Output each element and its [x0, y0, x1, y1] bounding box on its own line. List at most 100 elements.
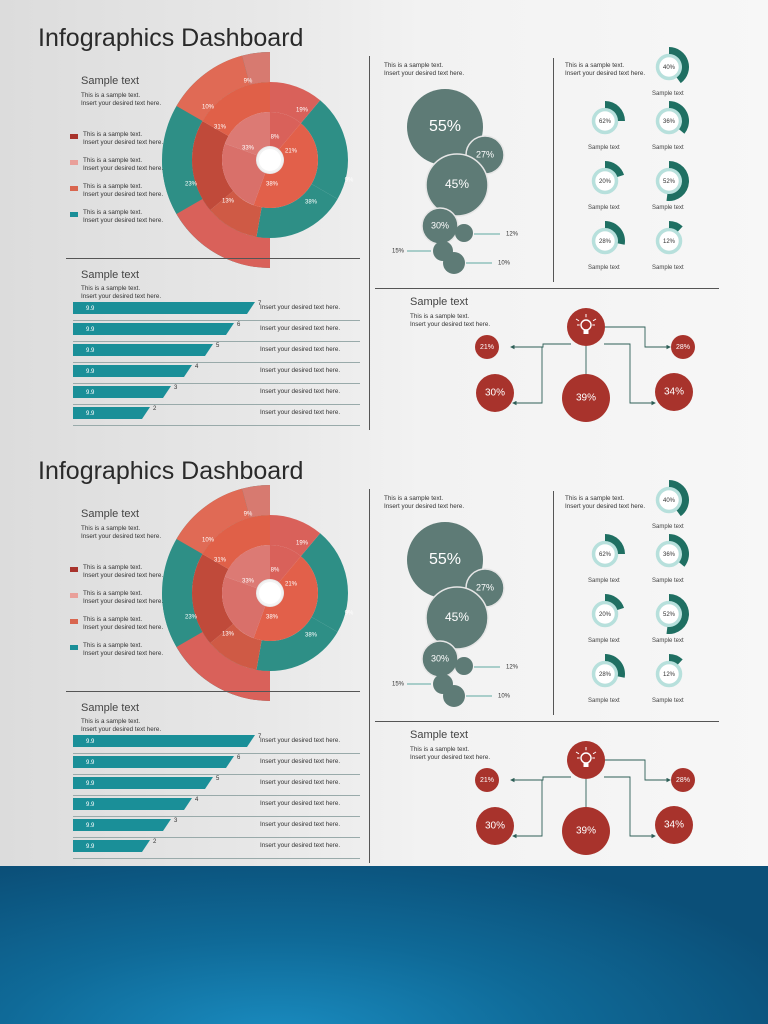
mini-donut-track: [591, 660, 619, 688]
lightbulb-icon: [575, 314, 597, 334]
flow-connector: [510, 776, 571, 783]
flow-description: This is a sample text. Insert your desir…: [410, 313, 491, 329]
mini-donut-track: [591, 167, 619, 195]
bar-number: 7: [258, 301, 262, 307]
donut-center-hole: [257, 147, 283, 173]
donut-label: 10%: [202, 538, 215, 544]
bar-row: 9.9 5 Insert your desired text here.: [73, 342, 363, 363]
donut-label: 8%: [271, 568, 280, 574]
bar-shape: [73, 302, 255, 314]
bar-underline: [73, 425, 360, 426]
mini-donut-center: [595, 604, 615, 624]
bar: [73, 777, 213, 789]
bar-row: 9.9 3 Insert your desired text here.: [73, 384, 363, 405]
dashboard-slide: Infographics Dashboard Sample text This …: [0, 0, 768, 433]
bar: [73, 344, 213, 356]
page-title: Infographics Dashboard: [38, 24, 304, 52]
mini-donut-fill: [669, 654, 683, 665]
flow-node-label: 34%: [664, 387, 684, 398]
mini-donut-center: [659, 604, 679, 624]
bar-value: 9.9: [86, 327, 95, 333]
bar-value: 9.9: [86, 369, 95, 375]
donut-mid-segment: [300, 533, 348, 632]
mini-donut-label: Sample text: [652, 524, 684, 530]
donut-label: 21%: [285, 149, 298, 155]
bar-number: 4: [195, 797, 199, 803]
donut-mid-segment: [270, 82, 321, 124]
donut-mid-segment: [202, 82, 270, 136]
donut-outer-segment: [176, 632, 270, 701]
mini-donut-center: [659, 171, 679, 191]
bar-shape: [73, 819, 171, 831]
page-title: Infographics Dashboard: [38, 457, 304, 485]
bar-row: 9.9 6 Insert your desired text here.: [73, 754, 363, 775]
donut-label: 38%: [305, 200, 318, 206]
donut-description: This is a sample text. Insert your desir…: [81, 525, 162, 541]
bubbles-description: This is a sample text. Insert your desir…: [384, 495, 465, 511]
donut-label: 23%: [185, 615, 198, 621]
legend-text: This is a sample text. Insert your desir…: [83, 183, 164, 199]
donut-description: This is a sample text. Insert your desir…: [81, 92, 162, 108]
mini-donut-value: 28%: [599, 239, 612, 245]
mini-donut-track: [655, 600, 683, 628]
bar-value: 9.9: [86, 844, 95, 850]
mini-donut-label: Sample text: [588, 638, 620, 644]
donut-label: 19%: [296, 541, 309, 547]
mini-donut-fill: [669, 480, 689, 517]
mini-donut-value: 20%: [599, 612, 612, 618]
bar-underline: [73, 774, 360, 775]
legend-text: This is a sample text. Insert your desir…: [83, 590, 164, 606]
bars-description: This is a sample text. Insert your desir…: [81, 718, 162, 734]
mini-donut-label: Sample text: [588, 578, 620, 584]
flow-connector: [604, 326, 671, 350]
bar-row: 9.9 7 Insert your desired text here.: [73, 300, 363, 321]
donut-mid-segment: [202, 515, 270, 569]
dashboard-slide: Infographics Dashboard Sample text This …: [0, 433, 768, 866]
bar-text: Insert your desired text here.: [260, 758, 341, 765]
mini-donut-label: Sample text: [652, 205, 684, 211]
donut-inner-segment: [270, 545, 301, 583]
mini-donut-center: [595, 664, 615, 684]
mini-donut-value: 12%: [663, 239, 676, 245]
mini-donut: 20%: [591, 161, 625, 195]
donut-label: 38%: [305, 633, 318, 639]
flow-connector: [510, 343, 571, 350]
bar-row: 9.9 7 Insert your desired text here.: [73, 733, 363, 754]
mini-donut-label: Sample text: [588, 698, 620, 704]
mini-donut-track: [655, 660, 683, 688]
mini-donut: 20%: [591, 594, 625, 628]
donut-label: 13%: [222, 199, 235, 205]
bar-text: Insert your desired text here.: [260, 800, 341, 807]
bars-heading: Sample text: [81, 702, 140, 714]
donut-outer-segment: [176, 55, 250, 122]
mini-donut-center: [659, 111, 679, 131]
bubble-label: 55%: [429, 118, 461, 135]
legend-text: This is a sample text. Insert your desir…: [83, 131, 164, 147]
legend-swatch: [70, 619, 78, 624]
flow-node: [671, 335, 695, 359]
legend-text: This is a sample text. Insert your desir…: [83, 616, 164, 632]
legend-swatch: [70, 160, 78, 165]
legend-swatch: [70, 593, 78, 598]
donut-label: 13%: [222, 632, 235, 638]
bar-value: 9.9: [86, 390, 95, 396]
mini-donut-value: 20%: [599, 179, 612, 185]
donut-inner-segment: [224, 545, 270, 589]
flow-connector: [512, 347, 543, 406]
legend-swatch: [70, 567, 78, 572]
flow-node: [476, 807, 514, 845]
mini-donut-center: [659, 544, 679, 564]
mini-donut-track: [655, 227, 683, 255]
mini-donut-fill: [605, 534, 625, 554]
bubble-label: 45%: [445, 177, 469, 191]
mini-donut-track: [591, 227, 619, 255]
mini-donut-center: [595, 231, 615, 251]
divider: [553, 491, 554, 715]
bar-value: 9.9: [86, 802, 95, 808]
mini-donut: 62%: [591, 101, 625, 135]
bar-underline: [73, 383, 360, 384]
bubble-label: 30%: [431, 220, 449, 230]
bar: [73, 819, 171, 831]
flow-node-label: 21%: [480, 344, 494, 351]
mini-donut-fill: [605, 101, 625, 121]
